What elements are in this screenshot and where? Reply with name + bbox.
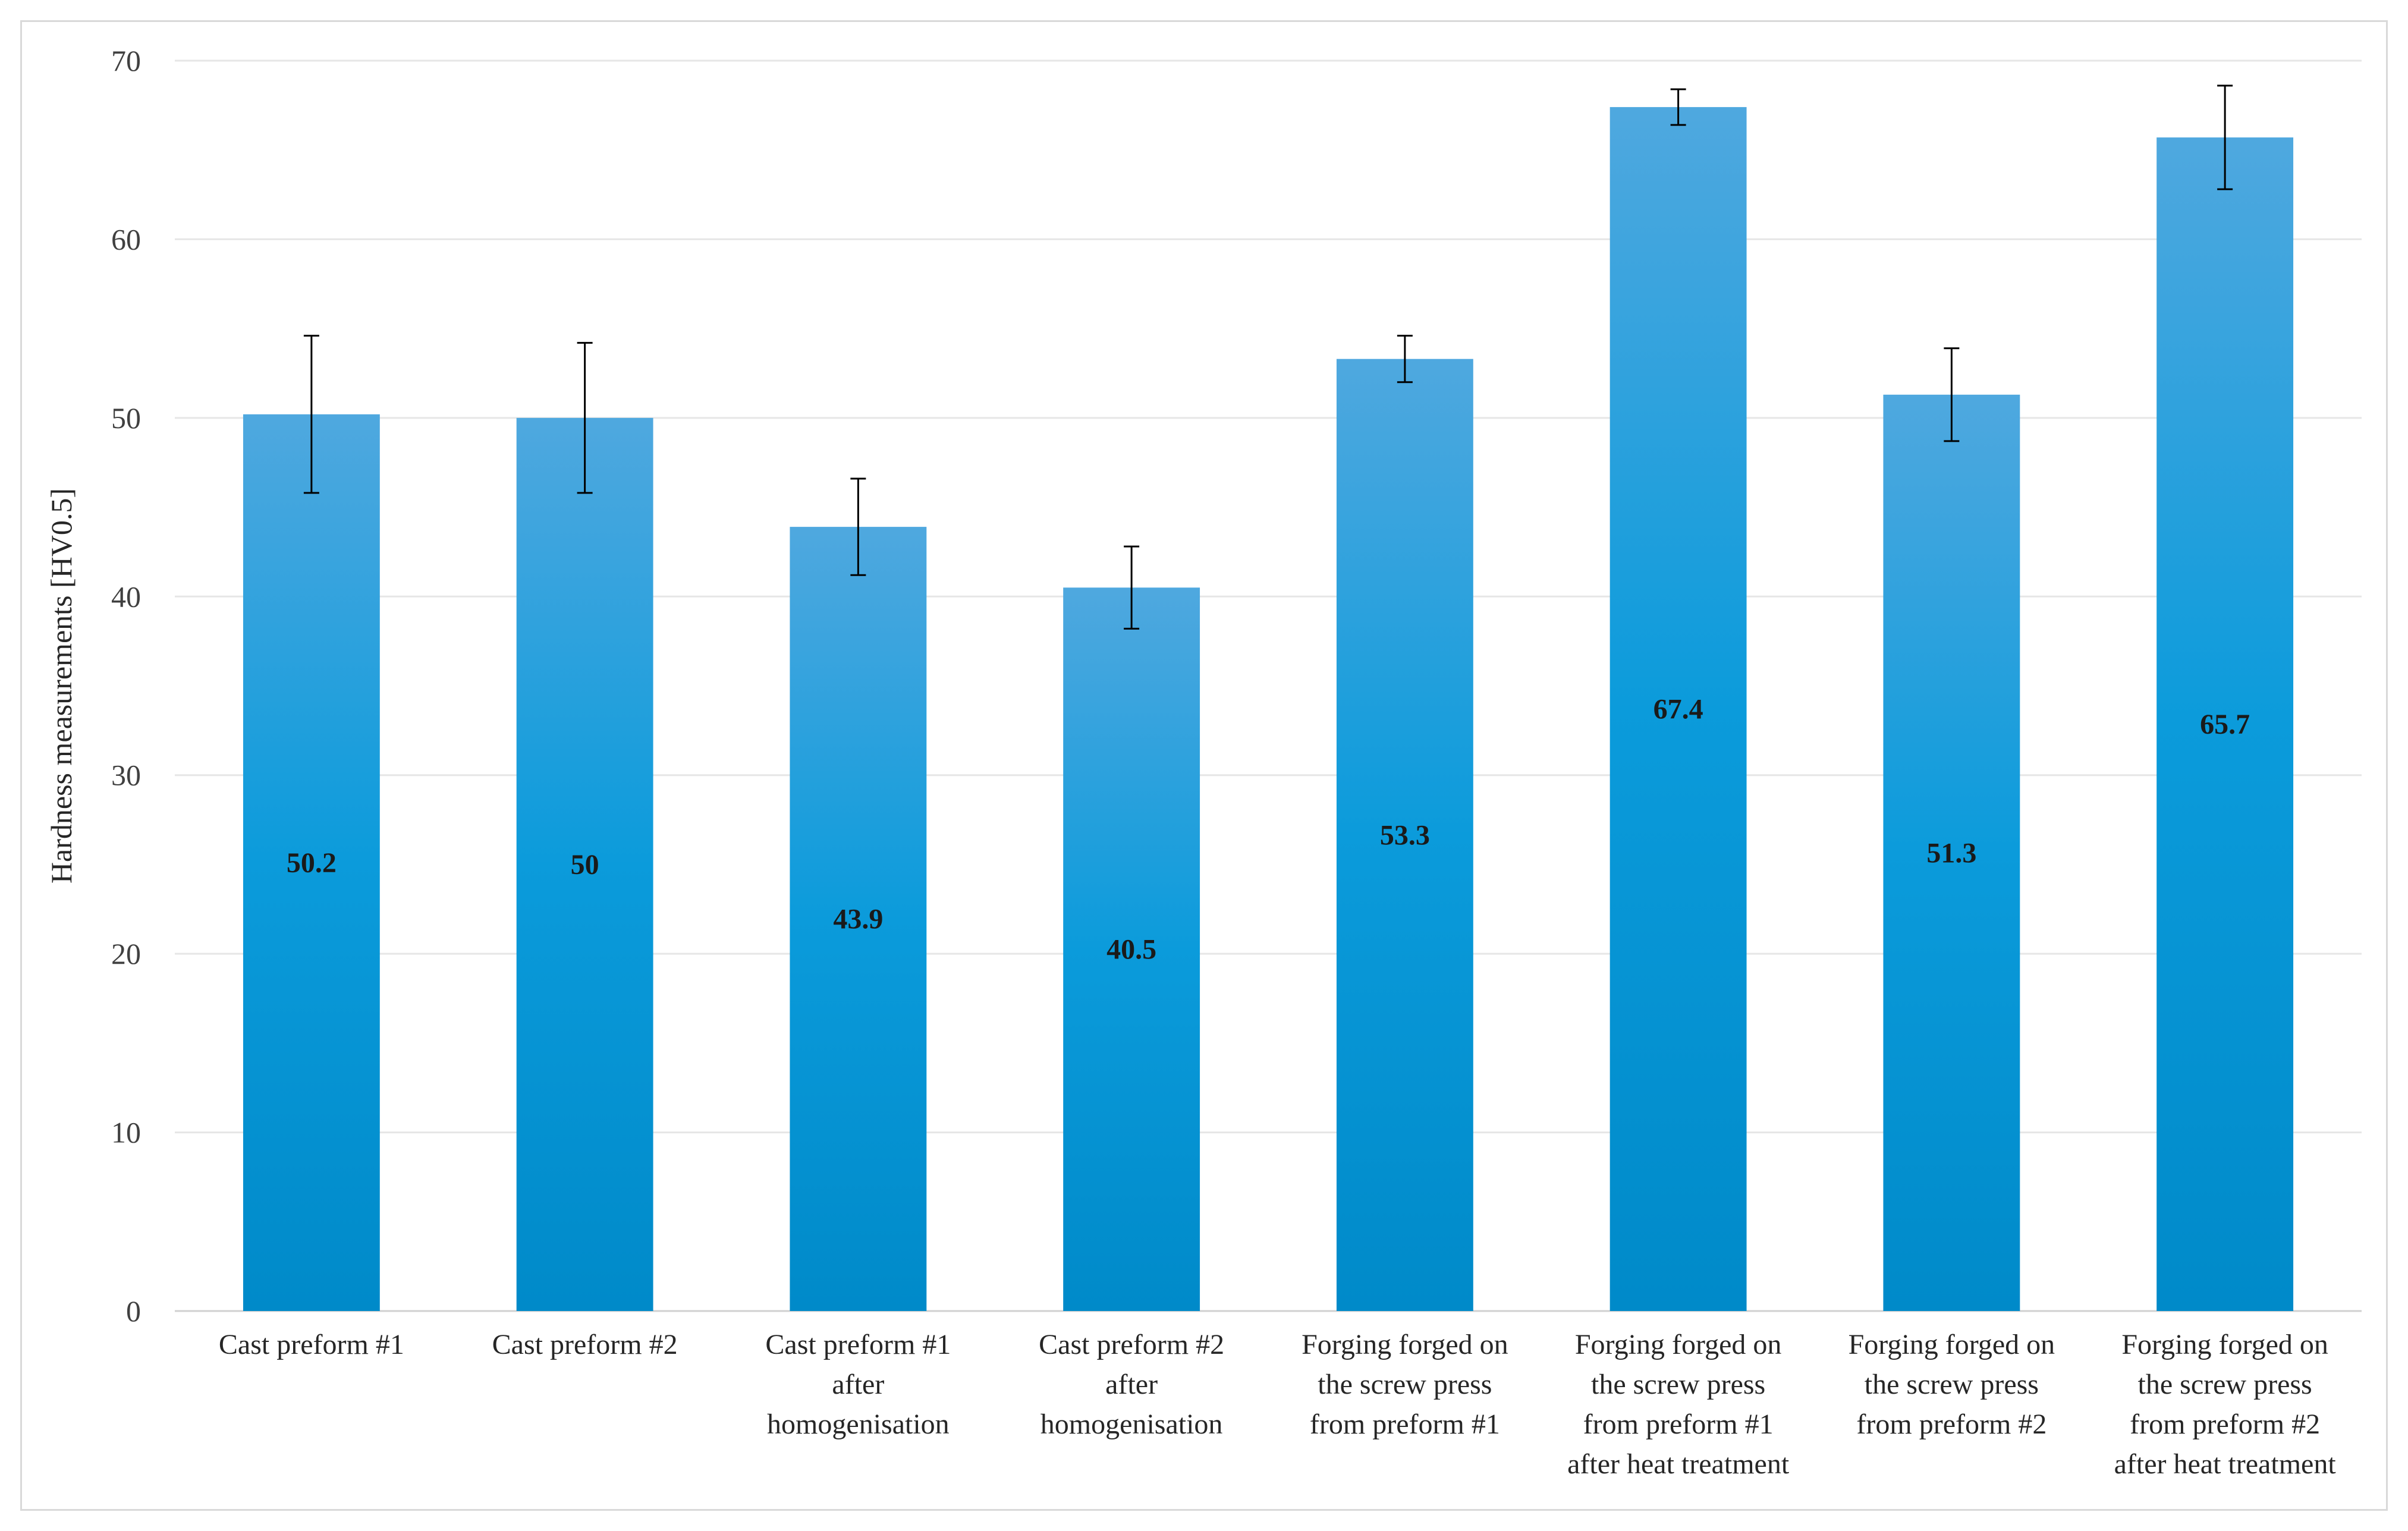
category-label-line: after heat treatment (2114, 1448, 2337, 1480)
bar (790, 527, 927, 1311)
category-label-line: from preform #1 (1310, 1409, 1500, 1440)
y-tick-label: 10 (111, 1116, 141, 1149)
data-label: 40.5 (1106, 934, 1156, 966)
category-label: Cast preform #2 after homogenisation (1039, 1329, 1224, 1440)
data-label: 50.2 (287, 847, 337, 879)
bar (1063, 587, 1200, 1311)
category-label-line: homogenisation (1040, 1409, 1223, 1440)
y-axis-title: Hardness measurements [HV0.5] (45, 488, 78, 884)
category-label-line: from preform #1 (1583, 1409, 1774, 1440)
error-bar (1944, 347, 1960, 442)
y-tick-label: 60 (111, 222, 141, 256)
data-label: 67.4 (1653, 694, 1703, 725)
y-axis-ticks: 0 10 20 30 40 50 60 70 (111, 44, 141, 1328)
y-tick-label: 20 (111, 937, 141, 970)
category-label-line: Forging forged on (1302, 1329, 1508, 1360)
error-bars (303, 84, 2233, 630)
error-bar (303, 335, 319, 494)
category-label-line: after heat treatment (1567, 1448, 1790, 1480)
category-label-line: Cast preform #1 (765, 1329, 951, 1360)
category-label: Cast preform #2 (492, 1329, 678, 1360)
data-label: 50 (571, 849, 599, 881)
category-label-line: after (832, 1369, 884, 1400)
category-label-line: the screw press (1318, 1369, 1492, 1400)
y-tick-label: 0 (126, 1294, 141, 1328)
category-label: Forging forged on the screw press from pre… (1567, 1329, 1790, 1480)
error-bar (577, 342, 593, 494)
bar (1609, 107, 1747, 1311)
data-label: 51.3 (1926, 837, 1976, 869)
category-label-line: Forging forged on (2121, 1329, 2328, 1360)
category-label: Forging forged on the screw press from pre… (1849, 1329, 2055, 1440)
error-bar (850, 477, 866, 576)
error-bar (1124, 545, 1140, 630)
category-label-line: from preform #2 (1856, 1409, 2047, 1440)
bar (516, 417, 653, 1311)
chart-frame: 0 10 20 30 40 50 60 70 50.2 50 43.9 40.5 53.3 67.4 51… (20, 20, 2388, 1511)
data-label: 43.9 (833, 904, 883, 935)
y-tick-label: 40 (111, 580, 141, 613)
category-label-line: Cast preform #2 (492, 1329, 678, 1360)
category-label-line: the screw press (1591, 1369, 1765, 1400)
category-label-line: homogenisation (767, 1409, 950, 1440)
x-axis-categories: Cast preform #1 Cast preform #2 Cast prefo… (219, 1329, 2336, 1480)
category-label: Forging forged on the screw press from pre… (2114, 1329, 2337, 1480)
data-label: 65.7 (2200, 709, 2250, 740)
category-label-line: Cast preform #1 (219, 1329, 404, 1360)
category-label-line: Cast preform #2 (1039, 1329, 1224, 1360)
category-label: Forging forged on the screw press from pre… (1302, 1329, 1508, 1440)
gridlines (175, 59, 2362, 1312)
category-label-line: the screw press (1865, 1369, 2039, 1400)
hardness-bar-chart: 0 10 20 30 40 50 60 70 50.2 50 43.9 40.5 53.3 67.4 51… (45, 44, 2362, 1480)
category-label: Cast preform #1 after homogenisation (765, 1329, 951, 1440)
bar (1883, 394, 2020, 1311)
y-tick-label: 50 (111, 401, 141, 435)
category-label-line: Forging forged on (1849, 1329, 2055, 1360)
error-bar (1397, 335, 1413, 383)
error-bar (1670, 88, 1686, 126)
bar (1336, 359, 1473, 1311)
y-tick-label: 30 (111, 759, 141, 792)
y-tick-label: 70 (111, 44, 141, 77)
data-labels: 50.2 50 43.9 40.5 53.3 67.4 51.3 65.7 (287, 694, 2250, 966)
category-label-line: from preform #2 (2130, 1409, 2320, 1440)
category-label: Cast preform #1 (219, 1329, 404, 1360)
category-label-line: the screw press (2138, 1369, 2312, 1400)
category-label-line: Forging forged on (1575, 1329, 1782, 1360)
error-bar (2217, 84, 2233, 190)
data-label: 53.3 (1380, 819, 1430, 851)
bars (243, 107, 2294, 1311)
bar (243, 414, 380, 1311)
bar (2156, 137, 2294, 1311)
category-label-line: after (1105, 1369, 1158, 1400)
